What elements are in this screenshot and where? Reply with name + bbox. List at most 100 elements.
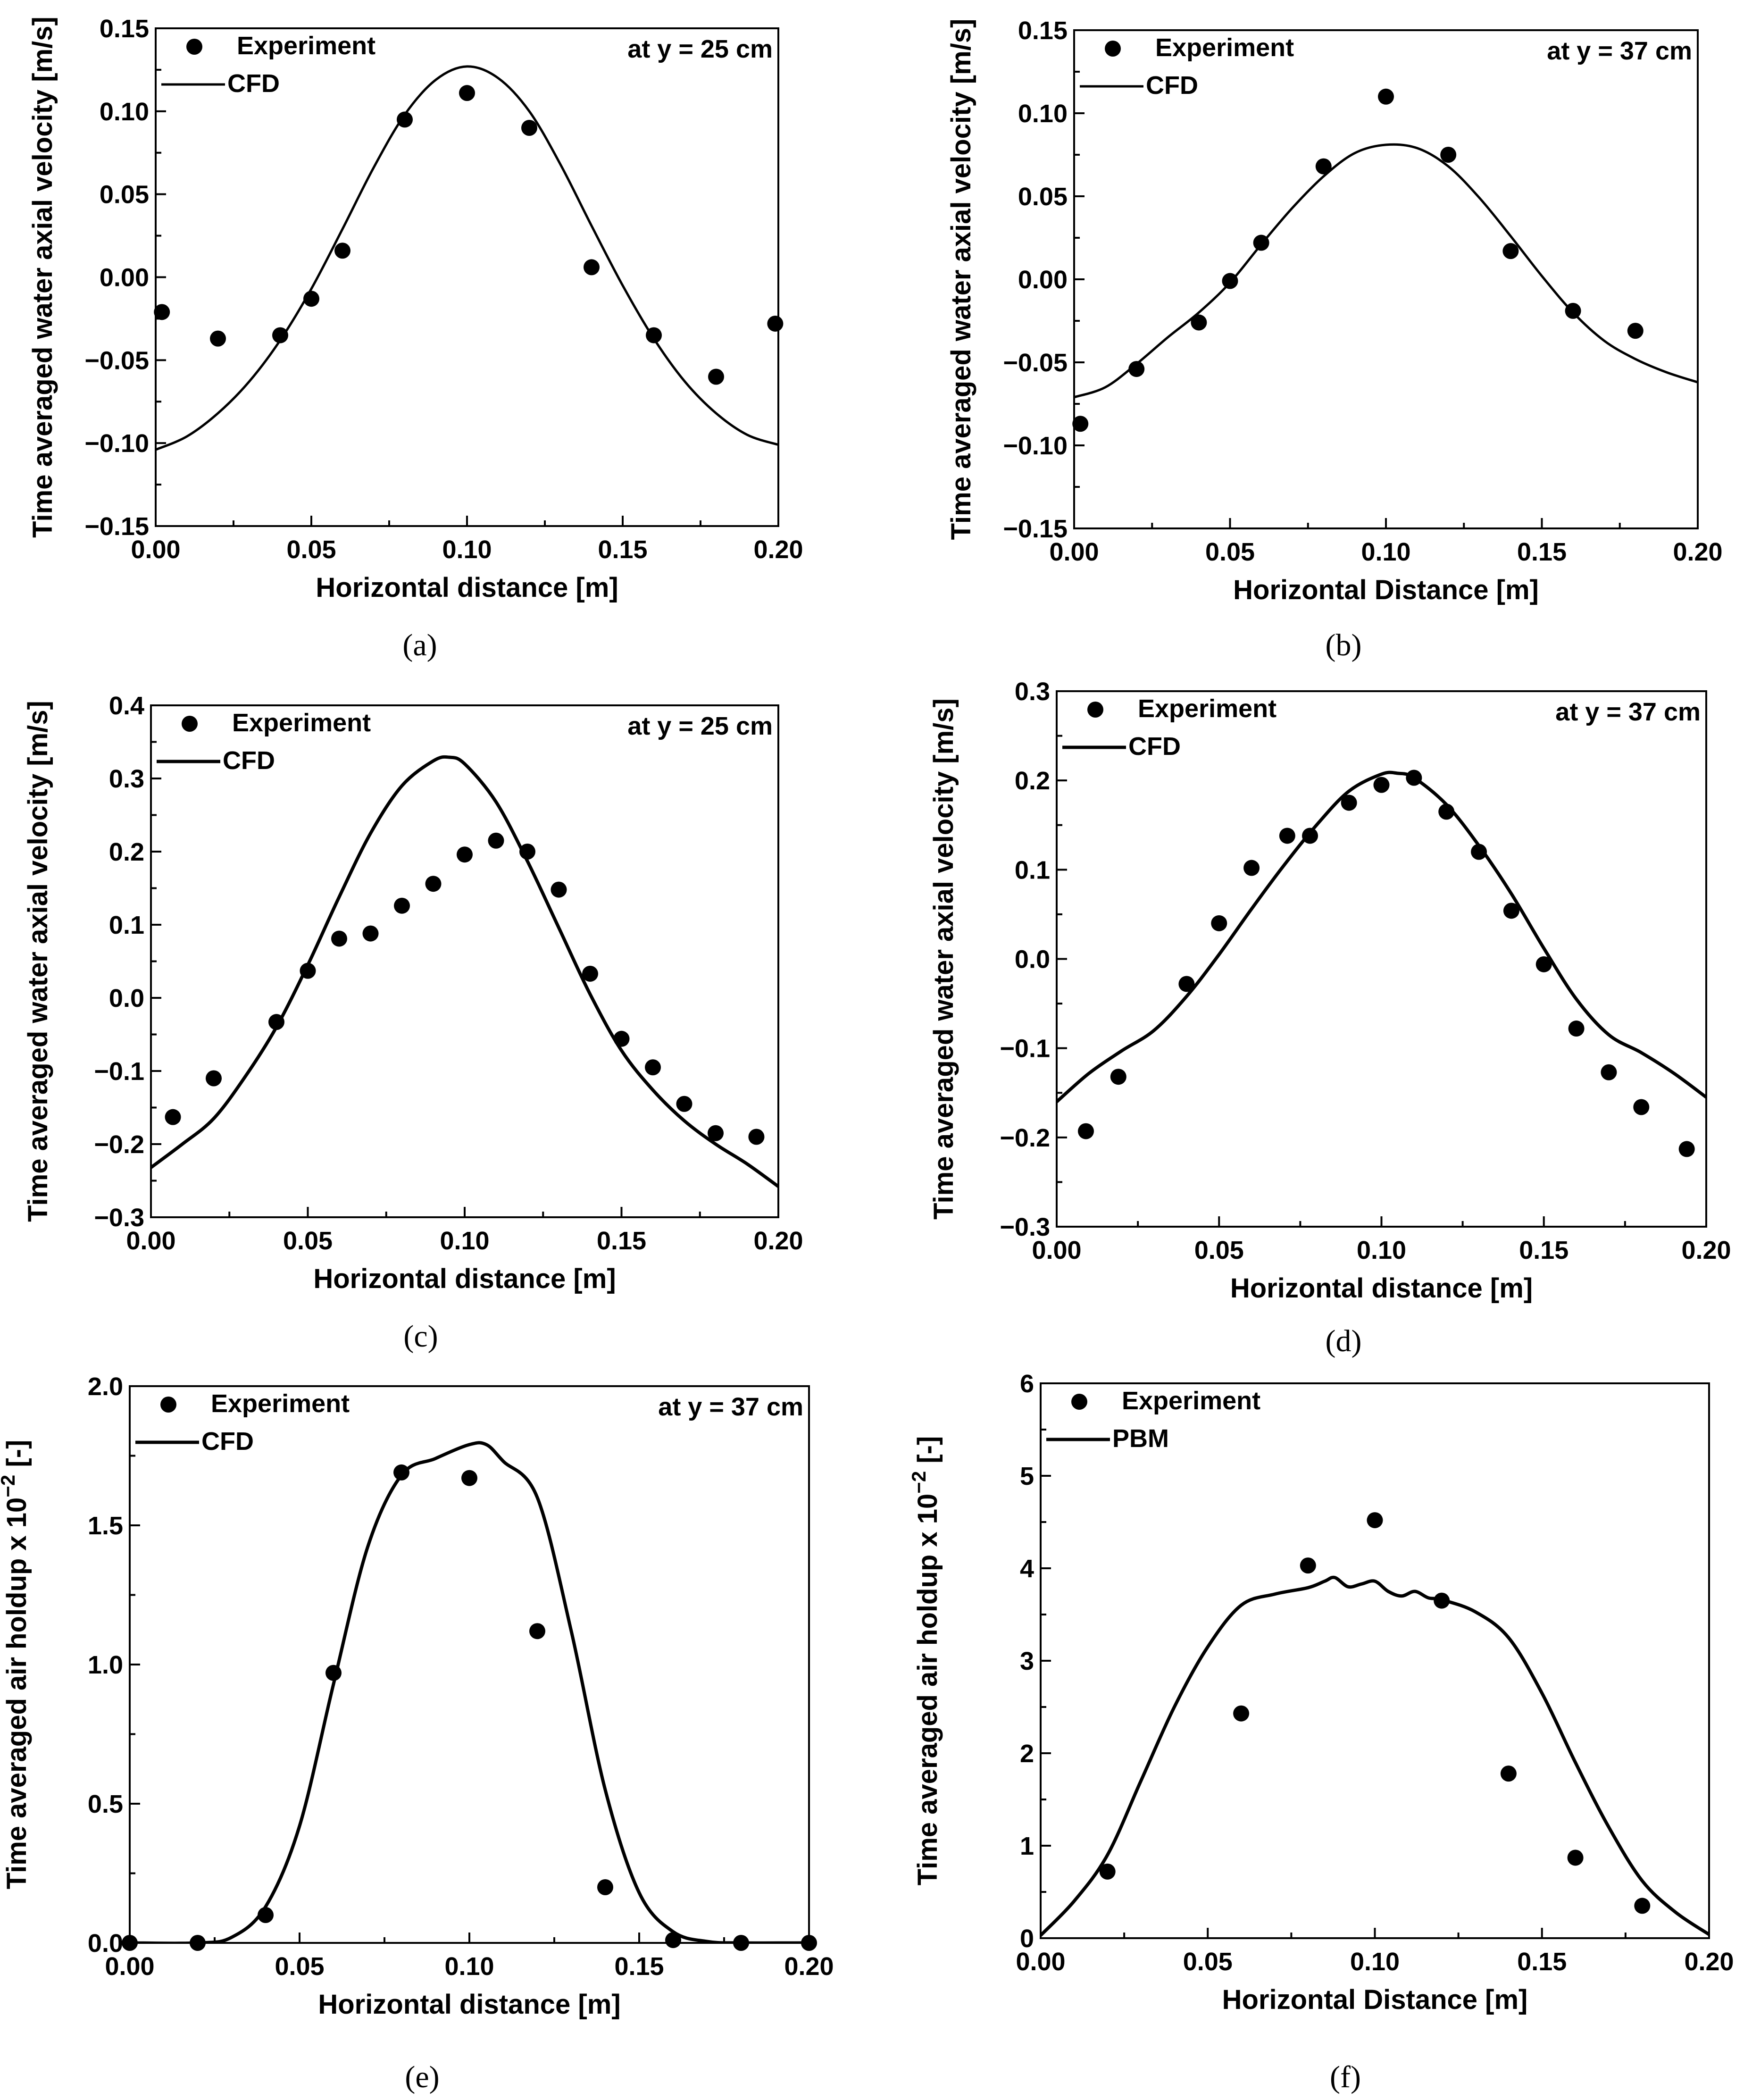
y-tick-label: 2 bbox=[1020, 1740, 1034, 1768]
x-tick-label: 0.00 bbox=[1016, 1948, 1065, 1976]
data-point-experiment bbox=[1110, 1069, 1126, 1085]
data-point-experiment bbox=[272, 327, 288, 343]
data-point-experiment bbox=[1678, 1141, 1695, 1157]
plot-frame bbox=[150, 704, 779, 1218]
legend-label-experiment: Experiment bbox=[1155, 33, 1294, 62]
y-tick-label: 0.5 bbox=[88, 1790, 123, 1818]
y-tick-label: 0 bbox=[1020, 1924, 1034, 1953]
data-point-experiment bbox=[1099, 1863, 1116, 1880]
x-tick-label: 0.15 bbox=[1517, 1948, 1567, 1976]
data-point-experiment bbox=[801, 1935, 817, 1951]
x-tick-label: 0.00 bbox=[126, 1227, 175, 1255]
x-axis-label: Horizontal Distance [m] bbox=[1222, 1984, 1528, 2015]
data-point-experiment bbox=[258, 1907, 274, 1923]
legend-marker bbox=[1087, 702, 1103, 718]
y-tick-label: 0.00 bbox=[1018, 266, 1068, 294]
data-point-experiment bbox=[529, 1623, 545, 1640]
series-line-cfd bbox=[156, 65, 778, 451]
plot-frame bbox=[1073, 29, 1699, 529]
y-tick-label: −0.2 bbox=[94, 1130, 144, 1159]
y-tick-label: 0.10 bbox=[1018, 100, 1068, 128]
y-tick-label: −0.15 bbox=[1003, 515, 1068, 543]
x-tick-label: 0.10 bbox=[442, 535, 492, 564]
y-axis-label: Time averaged water axial velocity [m/s] bbox=[23, 701, 53, 1222]
data-point-experiment bbox=[154, 304, 170, 320]
series-line-cfd bbox=[1057, 770, 1706, 1103]
x-tick-label: 0.00 bbox=[105, 1952, 154, 1981]
y-label-main: Time averaged air holdup x 10 bbox=[1, 1498, 32, 1890]
y-tick-label: 4 bbox=[1020, 1555, 1034, 1583]
series-line-cfd bbox=[151, 755, 778, 1188]
data-point-experiment bbox=[122, 1935, 138, 1951]
legend-marker bbox=[1071, 1394, 1087, 1410]
data-point-experiment bbox=[362, 925, 379, 942]
data-point-experiment bbox=[1601, 1064, 1617, 1080]
data-point-experiment bbox=[206, 1070, 222, 1087]
y-tick-label: 2.0 bbox=[88, 1372, 123, 1401]
data-point-experiment bbox=[767, 315, 784, 332]
data-point-experiment bbox=[303, 291, 319, 307]
data-point-experiment bbox=[334, 243, 350, 259]
x-tick-label: 0.15 bbox=[1519, 1236, 1568, 1264]
y-tick-label: −0.10 bbox=[84, 429, 149, 458]
data-point-experiment bbox=[425, 876, 442, 892]
data-point-experiment bbox=[1502, 243, 1519, 259]
y-tick-label: −0.05 bbox=[84, 346, 149, 375]
caption-d: (d) bbox=[1325, 1324, 1362, 1358]
x-tick-label: 0.05 bbox=[283, 1227, 333, 1255]
y-tick-label: 0.3 bbox=[109, 765, 144, 793]
legend-label-model: CFD bbox=[227, 69, 280, 98]
legend-label-model: PBM bbox=[1112, 1424, 1169, 1453]
annotation-height: at y = 37 cm bbox=[1547, 37, 1692, 65]
panel-a: 0.00 0.05 0.10 0.15 0.20 −0.15 −0.10 −0.05 0.00 0… bbox=[0, 0, 876, 662]
data-point-experiment bbox=[1568, 1021, 1585, 1037]
data-point-experiment bbox=[459, 85, 475, 101]
legend-label-model: CFD bbox=[201, 1427, 254, 1456]
data-point-experiment bbox=[1434, 1592, 1450, 1609]
x-tick-label: 0.05 bbox=[286, 535, 336, 564]
y-label-main: Time averaged air holdup x 10 bbox=[912, 1494, 943, 1886]
y-tick-label: 0.0 bbox=[88, 1929, 123, 1958]
x-tick-label: 0.00 bbox=[1049, 538, 1099, 566]
plot-frame bbox=[155, 27, 779, 527]
annotation-height: at y = 25 cm bbox=[627, 35, 773, 63]
legend-marker bbox=[186, 39, 202, 55]
data-point-experiment bbox=[331, 930, 347, 947]
data-point-experiment bbox=[1471, 844, 1487, 860]
data-point-experiment bbox=[397, 111, 413, 128]
chart-c: 0.00 0.05 0.10 0.15 0.20 −0.3 −0.2 −0.1 0.0 0.1 0.… bbox=[23, 692, 803, 1294]
caption-e: (e) bbox=[405, 2060, 440, 2094]
data-point-experiment bbox=[1503, 903, 1519, 919]
data-point-experiment bbox=[1072, 416, 1089, 432]
data-point-experiment bbox=[1178, 976, 1195, 992]
y-tick-label: 0.00 bbox=[100, 264, 149, 292]
legend-label-model: CFD bbox=[1146, 71, 1198, 100]
y-tick-label: −0.3 bbox=[1000, 1213, 1050, 1241]
data-point-experiment bbox=[708, 368, 724, 385]
plot-frame bbox=[1056, 690, 1707, 1228]
x-tick-label: 0.15 bbox=[614, 1952, 664, 1981]
y-axis-label: Time averaged air holdup x 10−2 [-] bbox=[908, 1436, 943, 1886]
x-tick-label: 0.20 bbox=[753, 535, 803, 564]
data-point-experiment bbox=[1341, 795, 1357, 811]
data-point-experiment bbox=[1315, 158, 1332, 175]
y-tick-label: 0.15 bbox=[1018, 17, 1068, 45]
data-point-experiment bbox=[268, 1014, 284, 1030]
x-tick-label: 0.10 bbox=[1357, 1236, 1406, 1264]
legend-marker bbox=[160, 1397, 176, 1413]
data-point-experiment bbox=[521, 120, 537, 136]
chart-d: 0.00 0.05 0.10 0.15 0.20 −0.3 −0.2 −0.1 0.0 0.1 0.… bbox=[928, 678, 1731, 1304]
x-tick-label: 0.10 bbox=[444, 1952, 494, 1981]
y-tick-label: 0.1 bbox=[1015, 856, 1050, 884]
y-tick-label: 0.2 bbox=[1015, 767, 1050, 795]
x-tick-label: 0.00 bbox=[1032, 1236, 1081, 1264]
plot-frame bbox=[129, 1385, 810, 1944]
panel-e: 0.00 0.05 0.10 0.15 0.20 0.0 0.5 1.0 1.5 2.0 Horiz… bbox=[0, 1359, 876, 2100]
data-point-experiment bbox=[210, 330, 226, 347]
data-point-experiment bbox=[1500, 1765, 1517, 1782]
x-tick-label: 0.15 bbox=[598, 535, 647, 564]
series-line-cfd bbox=[1074, 143, 1698, 399]
data-point-experiment bbox=[1373, 777, 1390, 793]
data-point-experiment bbox=[597, 1879, 613, 1895]
y-tick-label: 5 bbox=[1020, 1462, 1034, 1490]
